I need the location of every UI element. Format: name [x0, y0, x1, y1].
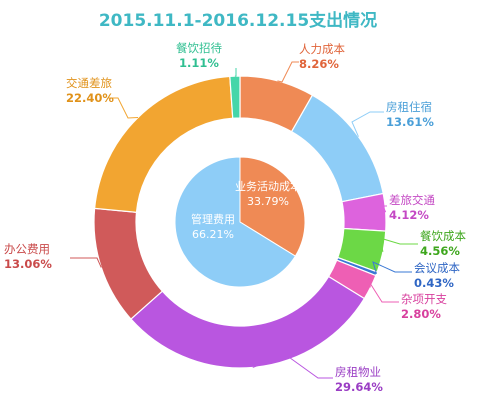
outer-label-value: 4.12%	[389, 208, 429, 222]
outer-label-value: 13.61%	[386, 115, 434, 129]
inner-label-value: 66.21%	[192, 228, 234, 241]
outer-label-name: 餐饮成本	[420, 229, 466, 243]
outer-slice-10[interactable]	[229, 75, 241, 119]
inner-slice-1[interactable]	[239, 156, 306, 257]
leader-line	[362, 271, 399, 303]
inner-label-name: 管理费用	[191, 212, 235, 226]
outer-label-name: 人力成本	[299, 42, 345, 56]
outer-label-name: 办公费用	[4, 242, 50, 256]
inner-label-value: 33.79%	[247, 195, 289, 208]
leader-line	[351, 111, 384, 137]
leader-line	[372, 261, 412, 274]
outer-label-value: 29.64%	[335, 380, 383, 394]
inner-label-name: 业务活动成本	[235, 179, 301, 193]
leader-line	[70, 257, 102, 268]
outer-ring	[93, 75, 387, 369]
leader-line	[379, 237, 418, 252]
outer-label-value: 1.11%	[179, 56, 219, 70]
outer-label-value: 13.06%	[4, 257, 52, 271]
leader-line	[277, 61, 299, 83]
outer-label-value: 4.56%	[420, 244, 460, 258]
outer-label-name: 房租物业	[335, 365, 381, 379]
outer-label-name: 餐饮招待	[176, 41, 222, 55]
outer-label-value: 8.26%	[299, 57, 339, 71]
leader-line	[252, 354, 333, 379]
outer-label-name: 交通差旅	[66, 76, 112, 90]
leader-lines	[70, 61, 418, 379]
leader-line	[234, 68, 237, 77]
outer-label-value: 22.40%	[66, 91, 114, 105]
leader-line	[382, 205, 387, 213]
outer-label-name: 杂项开支	[401, 292, 447, 306]
inner-ring	[174, 156, 306, 288]
inner-slice-2[interactable]	[174, 156, 297, 288]
outer-label-name: 差旅交通	[389, 193, 435, 207]
outer-label-value: 2.80%	[401, 307, 441, 321]
outer-label-value: 0.43%	[414, 276, 454, 290]
outer-label-name: 会议成本	[414, 261, 460, 275]
outer-slice-7[interactable]	[130, 275, 366, 369]
leader-line	[108, 97, 139, 119]
chart-title: 2015.11.1-2016.12.15支出情况	[99, 10, 377, 31]
outer-slice-2[interactable]	[290, 94, 384, 203]
outer-label-name: 房租住宿	[386, 100, 432, 114]
